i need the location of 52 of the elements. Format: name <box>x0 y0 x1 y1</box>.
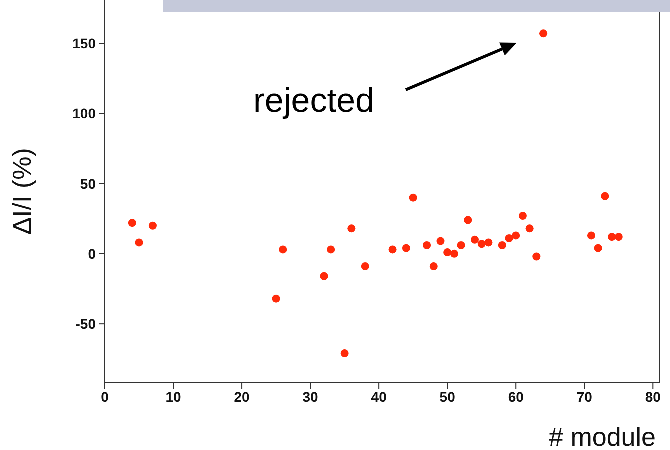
point <box>388 246 397 254</box>
x-tick-label: 50 <box>440 388 456 405</box>
point <box>614 233 623 242</box>
x-axis-title: # module <box>549 422 656 450</box>
point <box>540 30 548 38</box>
point <box>587 232 596 240</box>
point <box>409 194 418 202</box>
point <box>279 246 288 254</box>
point <box>423 242 432 250</box>
x-tick-label: 30 <box>302 388 319 405</box>
point <box>361 262 370 271</box>
point <box>601 192 610 200</box>
point <box>402 244 410 252</box>
x-tick-label: 70 <box>576 388 593 405</box>
annotation: rejected <box>254 82 374 120</box>
y-axis-title: ΔI/I (%) <box>7 148 38 235</box>
point <box>532 252 541 261</box>
point <box>484 238 493 247</box>
point <box>594 244 602 252</box>
x-tick-label: 80 <box>645 388 662 405</box>
point <box>471 236 479 244</box>
point <box>430 262 438 271</box>
point <box>450 250 458 258</box>
y-tick-label: 100 <box>72 106 96 122</box>
point <box>478 240 486 248</box>
point <box>526 224 534 233</box>
y-tick-label: -50 <box>76 316 96 332</box>
point <box>505 234 514 242</box>
point <box>498 242 506 250</box>
point <box>512 232 520 240</box>
point <box>128 219 136 228</box>
y-tick-label: 0 <box>88 246 96 262</box>
point <box>436 237 445 246</box>
point <box>348 224 356 233</box>
point <box>518 212 527 220</box>
point <box>608 233 616 242</box>
point <box>272 294 280 303</box>
point <box>464 216 472 224</box>
point <box>135 238 144 247</box>
x-tick-label: 20 <box>234 388 250 405</box>
x-tick-label: 60 <box>508 388 524 405</box>
x-tick-label: 40 <box>371 388 388 405</box>
point <box>457 242 466 250</box>
y-tick-label: 150 <box>72 35 96 52</box>
x-tick-label: 10 <box>166 388 182 405</box>
point <box>444 248 452 257</box>
point <box>148 222 157 230</box>
point <box>340 350 349 358</box>
x-tick-label: 0 <box>101 388 110 405</box>
point <box>320 272 328 280</box>
y-tick-label: 50 <box>80 176 96 192</box>
point <box>327 246 336 254</box>
